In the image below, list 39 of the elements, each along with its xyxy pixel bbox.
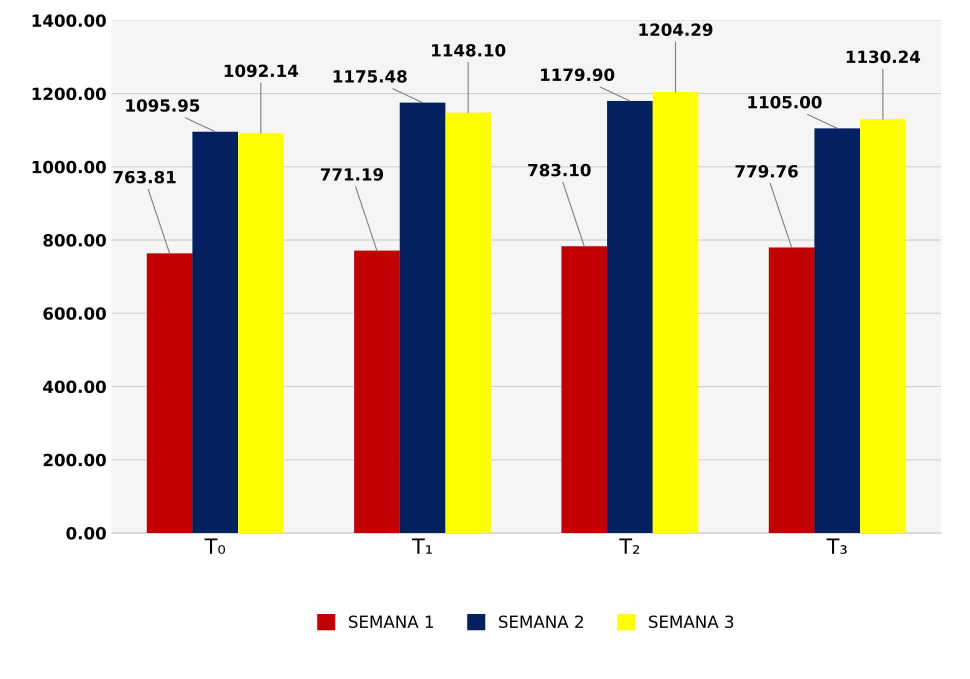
text: 1130.24 bbox=[846, 50, 920, 64]
bar bbox=[354, 250, 400, 534]
legend-label: SEMANA 1 bbox=[348, 615, 434, 628]
text: 1175.48 bbox=[334, 70, 407, 83]
text: 1204.29 bbox=[639, 23, 712, 36]
y-tick-label: 1000.00 bbox=[32, 160, 106, 174]
x-tick-label: T₃ bbox=[826, 538, 847, 554]
legend-label: SEMANA 3 bbox=[648, 615, 734, 628]
y-tick-label: 600.00 bbox=[43, 307, 106, 320]
text: 1148.10 bbox=[432, 44, 506, 57]
text: 779.76 bbox=[736, 165, 798, 178]
legend-label: SEMANA 2 bbox=[498, 615, 583, 628]
bar bbox=[445, 112, 491, 534]
x-tick-label: T₀ bbox=[204, 538, 226, 554]
y-tick-label: 400.00 bbox=[43, 380, 106, 394]
y-tick-label: 1200.00 bbox=[32, 88, 106, 100]
bar bbox=[860, 119, 906, 534]
x-tick-label: T₂ bbox=[619, 538, 640, 554]
bar bbox=[400, 102, 446, 534]
text: 763.81 bbox=[114, 170, 176, 184]
y-tick-label: 800.00 bbox=[43, 234, 106, 247]
text: 783.10 bbox=[528, 164, 591, 176]
bar bbox=[607, 100, 653, 534]
text: 1179.90 bbox=[541, 68, 614, 82]
text: 1095.95 bbox=[126, 99, 200, 112]
bar bbox=[814, 128, 860, 534]
bar bbox=[146, 253, 192, 534]
y-tick-label: 0.00 bbox=[66, 526, 106, 540]
bar bbox=[238, 133, 284, 534]
y-tick-label: 200.00 bbox=[44, 454, 106, 466]
bar bbox=[652, 92, 698, 534]
bar bbox=[768, 247, 814, 534]
text: 1092.14 bbox=[224, 64, 298, 78]
bar bbox=[192, 132, 238, 534]
text: 771.19 bbox=[320, 168, 384, 181]
y-tick-label: 1400.00 bbox=[32, 14, 106, 27]
x-tick-label: T₁ bbox=[412, 538, 432, 554]
bar bbox=[561, 246, 608, 534]
text: 1105.00 bbox=[748, 96, 822, 108]
